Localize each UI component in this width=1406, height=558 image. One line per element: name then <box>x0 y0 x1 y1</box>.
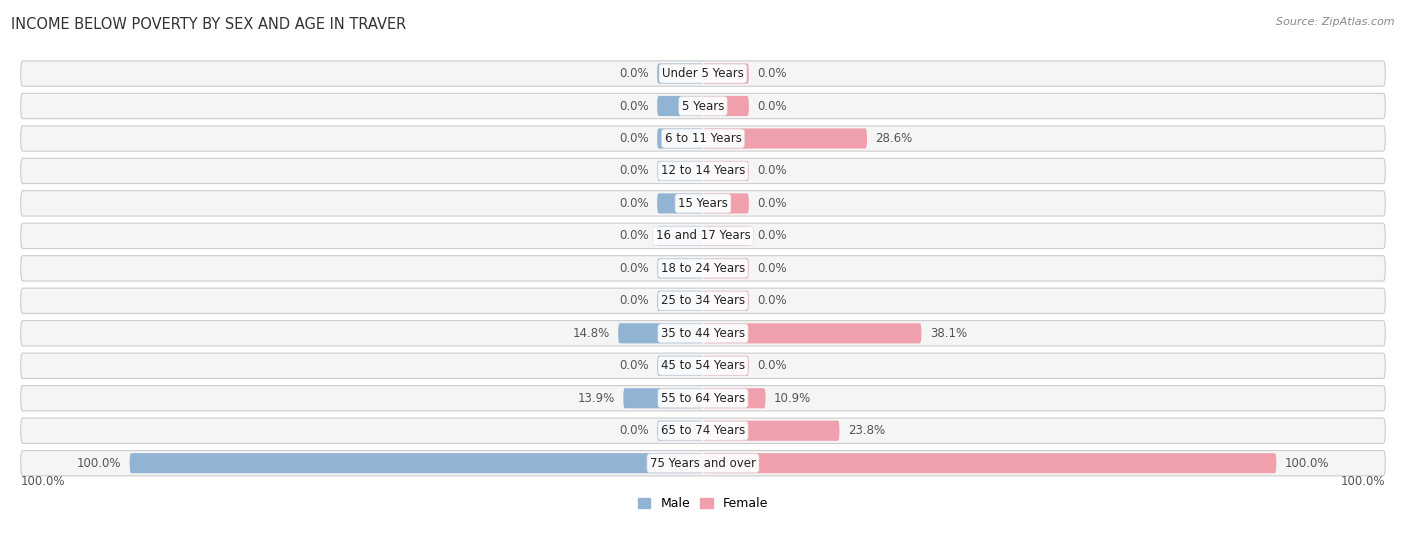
Text: 12 to 14 Years: 12 to 14 Years <box>661 165 745 177</box>
FancyBboxPatch shape <box>21 158 1385 184</box>
FancyBboxPatch shape <box>657 258 703 278</box>
Text: 100.0%: 100.0% <box>1285 456 1330 470</box>
FancyBboxPatch shape <box>619 323 703 343</box>
Text: 0.0%: 0.0% <box>619 262 648 275</box>
Text: 0.0%: 0.0% <box>619 197 648 210</box>
Text: 15 Years: 15 Years <box>678 197 728 210</box>
FancyBboxPatch shape <box>21 61 1385 86</box>
Text: 0.0%: 0.0% <box>619 132 648 145</box>
Text: 55 to 64 Years: 55 to 64 Years <box>661 392 745 405</box>
Text: 65 to 74 Years: 65 to 74 Years <box>661 424 745 437</box>
Text: 5 Years: 5 Years <box>682 99 724 113</box>
FancyBboxPatch shape <box>657 64 703 84</box>
Text: 23.8%: 23.8% <box>848 424 886 437</box>
FancyBboxPatch shape <box>129 453 703 473</box>
FancyBboxPatch shape <box>657 96 703 116</box>
FancyBboxPatch shape <box>703 421 839 441</box>
FancyBboxPatch shape <box>657 161 703 181</box>
FancyBboxPatch shape <box>703 355 749 376</box>
FancyBboxPatch shape <box>657 226 703 246</box>
FancyBboxPatch shape <box>703 96 749 116</box>
Legend: Male, Female: Male, Female <box>633 492 773 515</box>
Text: 0.0%: 0.0% <box>619 294 648 307</box>
Text: 0.0%: 0.0% <box>619 165 648 177</box>
FancyBboxPatch shape <box>21 126 1385 151</box>
FancyBboxPatch shape <box>657 291 703 311</box>
FancyBboxPatch shape <box>657 194 703 214</box>
Text: 100.0%: 100.0% <box>21 474 65 488</box>
FancyBboxPatch shape <box>21 450 1385 476</box>
FancyBboxPatch shape <box>703 226 749 246</box>
Text: 0.0%: 0.0% <box>619 99 648 113</box>
FancyBboxPatch shape <box>21 256 1385 281</box>
Text: INCOME BELOW POVERTY BY SEX AND AGE IN TRAVER: INCOME BELOW POVERTY BY SEX AND AGE IN T… <box>11 17 406 32</box>
FancyBboxPatch shape <box>703 291 749 311</box>
FancyBboxPatch shape <box>703 194 749 214</box>
Text: 0.0%: 0.0% <box>619 67 648 80</box>
Text: 0.0%: 0.0% <box>758 359 787 372</box>
Text: Source: ZipAtlas.com: Source: ZipAtlas.com <box>1277 17 1395 27</box>
Text: 0.0%: 0.0% <box>758 67 787 80</box>
Text: 38.1%: 38.1% <box>929 327 967 340</box>
Text: 0.0%: 0.0% <box>619 424 648 437</box>
FancyBboxPatch shape <box>21 93 1385 119</box>
Text: 18 to 24 Years: 18 to 24 Years <box>661 262 745 275</box>
Text: 0.0%: 0.0% <box>619 359 648 372</box>
FancyBboxPatch shape <box>21 288 1385 314</box>
Text: 0.0%: 0.0% <box>758 294 787 307</box>
Text: 28.6%: 28.6% <box>876 132 912 145</box>
FancyBboxPatch shape <box>657 355 703 376</box>
Text: 0.0%: 0.0% <box>758 99 787 113</box>
FancyBboxPatch shape <box>703 323 921 343</box>
FancyBboxPatch shape <box>623 388 703 408</box>
Text: 0.0%: 0.0% <box>619 229 648 242</box>
FancyBboxPatch shape <box>703 64 749 84</box>
FancyBboxPatch shape <box>657 421 703 441</box>
Text: 0.0%: 0.0% <box>758 229 787 242</box>
FancyBboxPatch shape <box>703 258 749 278</box>
Text: 0.0%: 0.0% <box>758 197 787 210</box>
FancyBboxPatch shape <box>703 161 749 181</box>
Text: 16 and 17 Years: 16 and 17 Years <box>655 229 751 242</box>
FancyBboxPatch shape <box>21 223 1385 248</box>
Text: 0.0%: 0.0% <box>758 165 787 177</box>
FancyBboxPatch shape <box>21 321 1385 346</box>
FancyBboxPatch shape <box>703 388 765 408</box>
Text: 10.9%: 10.9% <box>775 392 811 405</box>
Text: 45 to 54 Years: 45 to 54 Years <box>661 359 745 372</box>
Text: 0.0%: 0.0% <box>758 262 787 275</box>
FancyBboxPatch shape <box>21 353 1385 378</box>
FancyBboxPatch shape <box>21 191 1385 216</box>
FancyBboxPatch shape <box>703 453 1277 473</box>
FancyBboxPatch shape <box>657 128 703 148</box>
FancyBboxPatch shape <box>21 386 1385 411</box>
Text: Under 5 Years: Under 5 Years <box>662 67 744 80</box>
Text: 6 to 11 Years: 6 to 11 Years <box>665 132 741 145</box>
Text: 14.8%: 14.8% <box>572 327 610 340</box>
Text: 100.0%: 100.0% <box>76 456 121 470</box>
Text: 75 Years and over: 75 Years and over <box>650 456 756 470</box>
Text: 100.0%: 100.0% <box>1341 474 1385 488</box>
Text: 25 to 34 Years: 25 to 34 Years <box>661 294 745 307</box>
FancyBboxPatch shape <box>21 418 1385 444</box>
Text: 35 to 44 Years: 35 to 44 Years <box>661 327 745 340</box>
Text: 13.9%: 13.9% <box>578 392 614 405</box>
FancyBboxPatch shape <box>703 128 868 148</box>
